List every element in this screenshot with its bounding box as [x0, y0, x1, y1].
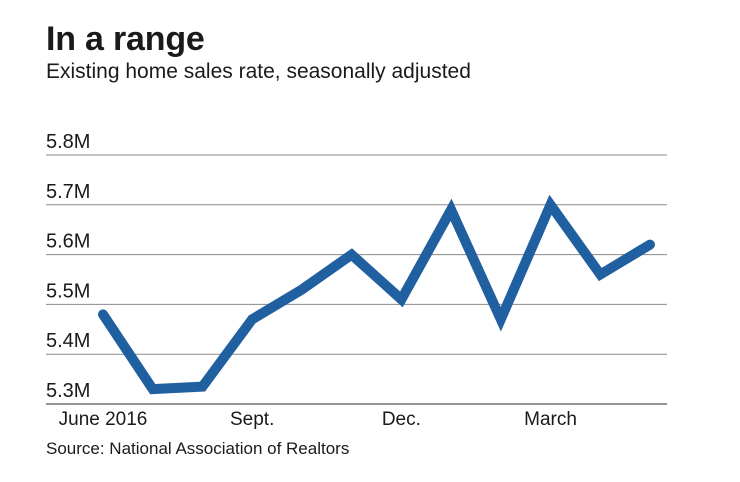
data-point [645, 240, 655, 250]
y-tick-label: 5.6M [46, 231, 90, 253]
data-point [98, 309, 108, 319]
y-tick-label: 5.3M [46, 380, 90, 402]
x-tick-label: June 2016 [59, 409, 148, 430]
data-point [396, 294, 406, 304]
y-tick-label: 5.7M [46, 181, 90, 203]
data-point [546, 200, 556, 210]
x-tick-label: March [524, 409, 577, 430]
x-axis-ticks: June 2016 Sept. Dec. March [59, 409, 577, 430]
gridlines [46, 154, 667, 405]
data-point [247, 314, 257, 324]
chart-subtitle: Existing home sales rate, seasonally adj… [46, 60, 471, 83]
series-layer [98, 194, 655, 395]
data-point [496, 314, 506, 324]
series-line [98, 194, 655, 395]
data-point [197, 382, 207, 392]
data-point [148, 384, 158, 394]
y-tick-label: 5.4M [46, 330, 90, 352]
x-tick-label: Dec. [382, 409, 421, 430]
data-point [446, 205, 456, 215]
chart-title: In a range [46, 20, 205, 58]
y-tick-label: 5.5M [46, 280, 90, 302]
x-tick-label: Sept. [230, 409, 274, 430]
data-point [595, 270, 605, 280]
data-point [347, 250, 357, 260]
source-note: Source: National Association of Realtors [46, 439, 350, 458]
data-point [297, 284, 307, 294]
y-axis-ticks: 5.3M 5.4M 5.5M 5.6M 5.7M 5.8M [46, 131, 90, 402]
y-tick-label: 5.8M [46, 131, 90, 153]
